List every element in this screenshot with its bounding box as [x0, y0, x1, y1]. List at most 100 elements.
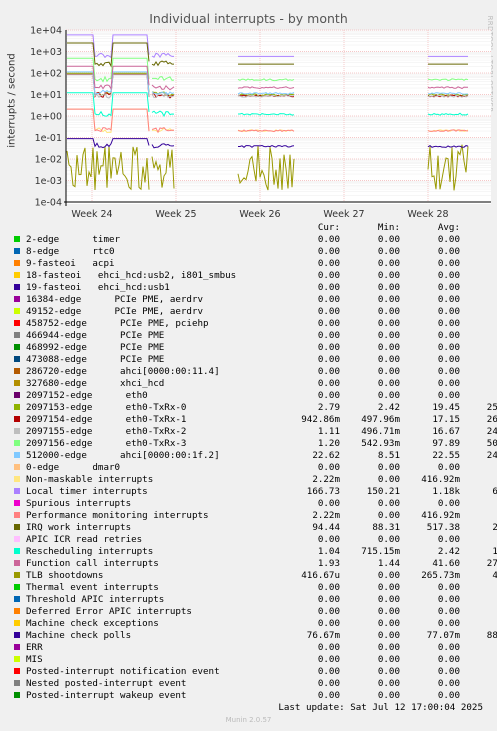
legend-swatch	[14, 620, 20, 626]
legend-min: 1.44	[377, 558, 400, 569]
legend-cur: 0.00	[317, 498, 340, 509]
legend-label: 2097156-edge eth0-TxRx-3	[26, 438, 187, 449]
legend-cur: 0.00	[317, 606, 340, 617]
legend-min: 0.00	[377, 378, 400, 389]
legend-swatch	[14, 512, 20, 518]
legend-label: 0-edge dmar0	[26, 462, 121, 473]
legend-cur: 0.00	[317, 582, 340, 593]
legend-max: 0.00	[460, 378, 497, 390]
legend-cur: 0.00	[317, 294, 340, 305]
legend-cur: 94.44	[312, 522, 340, 533]
legend-max: 0.00	[460, 690, 497, 702]
legend-header: Cur:	[317, 222, 340, 233]
legend-label: Local timer interrupts	[26, 486, 148, 497]
legend-min: 0.00	[377, 390, 400, 401]
legend-cur: 22.62	[312, 450, 340, 461]
legend-max: 0.00	[460, 390, 497, 402]
legend-swatch	[14, 692, 20, 698]
legend-label: 2097153-edge eth0-TxRx-0	[26, 402, 187, 413]
legend-label: 9-fasteoi acpi	[26, 258, 115, 269]
legend-row: Performance monitoring interrupts 2.22m 0.…	[0, 510, 497, 522]
legend-row: Posted-interrupt wakeup event 0.00 0.00 0.0…	[0, 690, 497, 702]
series-line	[66, 144, 469, 191]
legend-row: TLB shootdowns 416.67u 0.00 265.73m 44.77	[0, 570, 497, 582]
legend-header: Min:	[377, 222, 400, 233]
legend-avg: 0.00	[437, 534, 460, 545]
legend-min: 496.71m	[361, 426, 400, 437]
legend-swatch	[14, 404, 20, 410]
legend-swatch	[14, 296, 20, 302]
legend-min: 0.00	[377, 318, 400, 329]
legend-cur: 1.11	[317, 426, 340, 437]
legend-swatch	[14, 236, 20, 242]
legend-label: 2097152-edge eth0	[26, 390, 148, 401]
legend-label: 468992-edge PCIe PME	[26, 342, 165, 353]
y-tick-label: 1e+04	[30, 26, 62, 37]
legend-swatch	[14, 560, 20, 566]
legend-min: 0.00	[377, 642, 400, 653]
legend-label: IRQ work interrupts	[26, 522, 132, 533]
legend-avg: 0.00	[437, 246, 460, 257]
legend-cur: 0.00	[317, 390, 340, 401]
legend-swatch	[14, 440, 20, 446]
legend-label: Thermal event interrupts	[26, 582, 159, 593]
legend-min: 542.93m	[361, 438, 400, 449]
legend-avg: 0.00	[437, 606, 460, 617]
legend-label: TLB shootdowns	[26, 570, 104, 581]
legend-min: 0.00	[377, 474, 400, 485]
legend-max: 0.00	[460, 270, 497, 282]
legend-min: 0.00	[377, 282, 400, 293]
legend-avg: 19.45	[432, 402, 460, 413]
legend-swatch	[14, 344, 20, 350]
legend-avg: 0.00	[437, 462, 460, 473]
legend-label: 286720-edge ahci[0000:00:11.4]	[26, 366, 220, 377]
legend-max: 13.21	[492, 546, 497, 557]
legend-min: 0.00	[377, 510, 400, 521]
legend-max: 0.00	[460, 318, 497, 330]
legend-cur: 0.00	[317, 282, 340, 293]
legend-avg: 0.00	[437, 498, 460, 509]
legend-swatch	[14, 632, 20, 638]
legend-label: MIS	[26, 654, 43, 665]
legend-cur: 166.73	[306, 486, 340, 497]
legend-label: ERR	[26, 642, 43, 653]
legend-row: 2097155-edge eth0-TxRx-2 1.11 496.71m 16.67…	[0, 426, 497, 438]
legend-avg: 77.07m	[426, 630, 460, 641]
legend-swatch	[14, 500, 20, 506]
legend-swatch	[14, 536, 20, 542]
legend-min: 2.42	[377, 402, 400, 413]
legend-max: 88.56m	[486, 630, 497, 641]
munin-version: Munin 2.0.57	[225, 716, 272, 724]
legend-swatch	[14, 308, 20, 314]
legend-avg: 0.00	[437, 678, 460, 689]
legend-avg: 41.60	[432, 558, 460, 569]
legend-cur: 0.00	[317, 234, 340, 245]
legend-swatch	[14, 332, 20, 338]
legend-label: 19-fasteoi ehci_hcd:usb1	[26, 282, 170, 293]
legend-row: 16384-edge PCIe PME, aerdrv0.000.000.000…	[0, 294, 497, 306]
legend-swatch	[14, 356, 20, 362]
legend-avg: 0.00	[437, 594, 460, 605]
legend-label: Non-maskable interrupts	[26, 474, 154, 485]
legend-avg: 0.00	[437, 342, 460, 353]
legend-swatch	[14, 584, 20, 590]
legend-swatch	[14, 524, 20, 530]
legend-row: Machine check polls 76.67m 0.00 77.07m 88.56…	[0, 630, 497, 642]
legend-label: Nested posted-interrupt event	[26, 678, 187, 689]
series-line	[67, 65, 469, 91]
legend-max: 6.62k	[492, 486, 497, 497]
legend-swatch	[14, 284, 20, 290]
legend-max: 0.00	[460, 498, 497, 510]
legend-swatch	[14, 464, 20, 470]
legend-cur: 0.00	[317, 366, 340, 377]
legend-swatch	[14, 668, 20, 674]
legend-max: 0.00	[460, 678, 497, 690]
legend-row: Function call interrupts 1.93 1.44 41.60 270…	[0, 558, 497, 570]
legend-min: 0.00	[377, 690, 400, 701]
legend-min: 497.96m	[361, 414, 400, 425]
legend-row: 512000-edge ahci[0000:00:1f.2] 22.62 8.51 2…	[0, 450, 497, 462]
